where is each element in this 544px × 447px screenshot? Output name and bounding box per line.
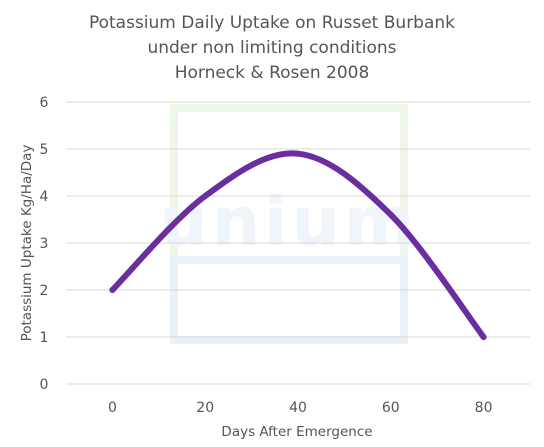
x-tick-label: 60: [382, 400, 400, 416]
data-point-4: [480, 334, 487, 340]
x-axis-label: Days After Emergence: [221, 424, 372, 440]
y-tick-label: 5: [40, 142, 49, 158]
x-tick-label: 40: [289, 400, 307, 416]
y-tick-label: 6: [40, 95, 49, 111]
x-tick-label: 20: [196, 400, 214, 416]
y-axis-label: Potassium Uptake Kg/Ha/Day: [19, 145, 35, 342]
y-axis-ticks: 0 1 2 3 4 5 6: [40, 95, 49, 393]
chart-title-line-3: Horneck & Rosen 2008: [175, 63, 370, 83]
watermark-frame-bottom: [170, 256, 408, 344]
y-tick-label: 0: [40, 377, 49, 393]
watermark-logo: unium: [159, 104, 418, 344]
chart-title: Potassium Daily Uptake on Russet Burbank…: [89, 13, 455, 83]
y-tick-label: 1: [40, 330, 49, 346]
x-tick-label: 0: [108, 400, 117, 416]
watermark-text: unium: [159, 183, 418, 262]
data-point-0: [109, 287, 116, 293]
data-point-1: [202, 193, 209, 199]
x-tick-label: 80: [475, 400, 493, 416]
chart-title-line-1: Potassium Daily Uptake on Russet Burbank: [89, 13, 455, 33]
y-tick-label: 2: [40, 283, 49, 299]
chart-title-line-2: under non limiting conditions: [147, 38, 396, 58]
x-axis-ticks: 0 20 40 60 80: [108, 400, 493, 416]
y-tick-label: 3: [40, 236, 49, 252]
series-group: [109, 150, 487, 340]
data-point-3: [387, 211, 394, 218]
data-point-2: [295, 150, 301, 157]
y-tick-label: 4: [40, 189, 49, 205]
